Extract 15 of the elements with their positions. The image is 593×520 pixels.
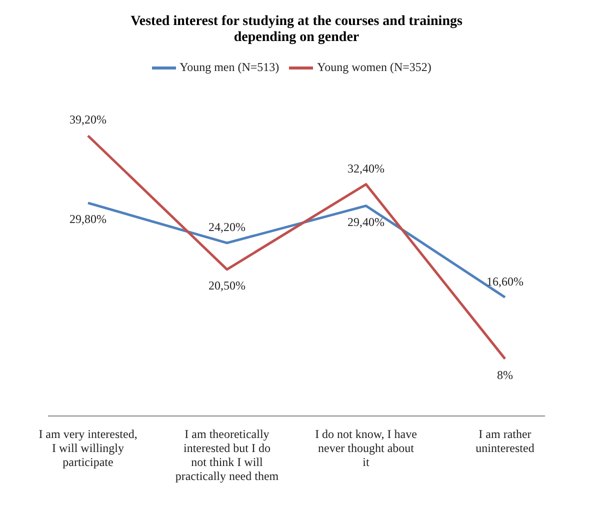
- legend-label: Young men (N=513): [180, 60, 280, 74]
- data-label: 29,40%: [348, 214, 384, 229]
- data-label: 20,50%: [208, 278, 246, 292]
- data-label: 32,40%: [348, 161, 384, 176]
- legend-label: Young women (N=352): [317, 60, 432, 74]
- chart-title: Vested interest for studying at the courses and trainings depending on gender: [130, 13, 464, 46]
- x-tick-label: I am very interested, I will willingly participate: [38, 427, 138, 469]
- data-label: 29,80%: [70, 212, 106, 226]
- x-tick-label: I do not know, I have never thought about it: [315, 427, 417, 469]
- data-label: 16,60%: [486, 274, 524, 288]
- x-tick-label: I am theoretically interested but I do not think I will practically need them: [175, 427, 280, 483]
- data-label: 39,20%: [70, 112, 106, 127]
- data-label: 24,20%: [208, 220, 246, 234]
- x-tick-label: I am rather uninterested: [476, 427, 534, 455]
- data-label: 8%: [497, 368, 513, 382]
